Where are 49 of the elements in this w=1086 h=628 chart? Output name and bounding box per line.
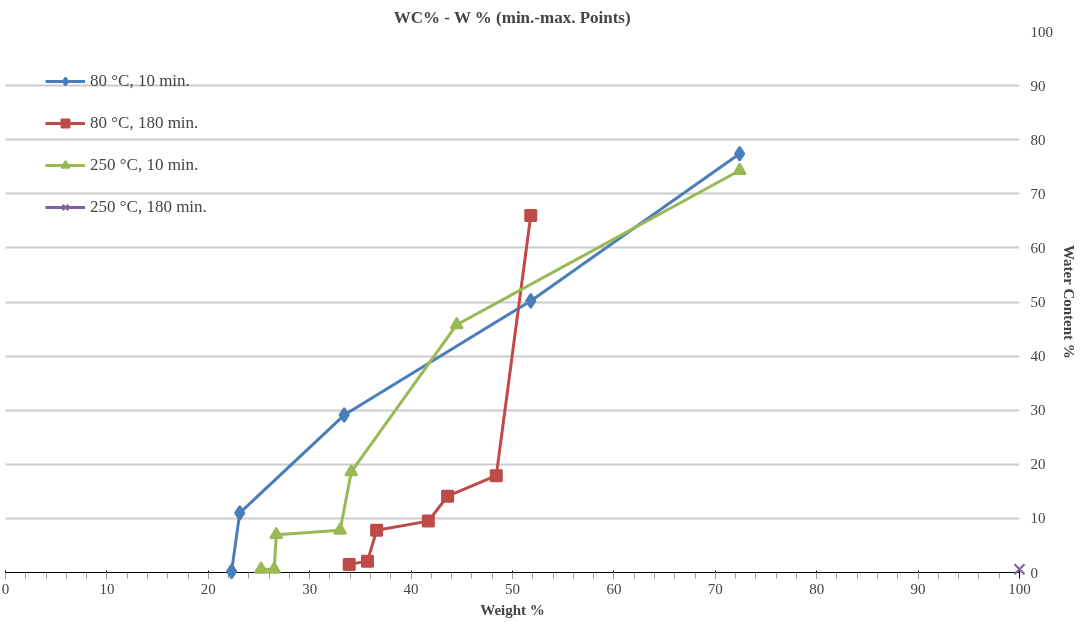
x-tick-label: 40 xyxy=(403,580,419,597)
y-tick-label: 60 xyxy=(1030,239,1046,256)
x-tick-label: 30 xyxy=(302,580,318,597)
x-tick-label: 0 xyxy=(1,580,10,597)
x-tick-label: 50 xyxy=(505,580,520,597)
y-tick-label: 70 xyxy=(1030,185,1046,202)
legend-label: 250 °C, 180 min. xyxy=(90,197,207,217)
point xyxy=(524,208,538,222)
y-tick-label: 90 xyxy=(1030,77,1046,94)
point xyxy=(344,463,359,477)
y-tick-label: 80 xyxy=(1030,131,1046,148)
point xyxy=(338,407,350,424)
point xyxy=(733,145,746,162)
point xyxy=(342,557,356,571)
y-tick-label: 50 xyxy=(1030,294,1046,310)
x-tick-label: 60 xyxy=(606,580,622,597)
point xyxy=(267,561,282,574)
point xyxy=(234,504,246,521)
y-tick-label: 20 xyxy=(1030,456,1046,473)
point xyxy=(269,526,284,540)
x-tick-label: 20 xyxy=(200,580,216,597)
y-tick-label: 10 xyxy=(1030,510,1046,527)
x-tick-label: 100 xyxy=(1008,580,1031,597)
point xyxy=(361,554,374,568)
y-tick-label: 100 xyxy=(1030,23,1053,40)
point xyxy=(333,522,348,535)
x-tick-label: 90 xyxy=(910,580,926,597)
y-tick-label: 0 xyxy=(1030,564,1038,581)
x-tick-label: 10 xyxy=(99,580,115,597)
point xyxy=(254,561,269,574)
point xyxy=(421,514,435,528)
point xyxy=(225,563,238,580)
point xyxy=(370,523,384,537)
x-tick-label: 70 xyxy=(707,580,723,597)
y-axis-title: Water Content % xyxy=(1061,244,1077,359)
point xyxy=(441,489,455,503)
point xyxy=(525,292,537,309)
legend-label: 250 °C, 10 min. xyxy=(90,155,199,175)
x-axis-title: Weight % xyxy=(480,601,545,618)
chart-title: WC% - W % (min.-max. Points) xyxy=(393,7,631,27)
point xyxy=(732,162,747,175)
legend-label: 80 °C, 180 min. xyxy=(90,113,199,133)
point xyxy=(489,469,503,483)
y-tick-label: 30 xyxy=(1030,402,1046,419)
x-tick-label: 80 xyxy=(809,580,825,597)
point xyxy=(449,316,464,330)
point xyxy=(1013,563,1026,576)
y-tick-label: 40 xyxy=(1030,348,1046,365)
legend-label: 80 °C, 10 min. xyxy=(90,71,190,91)
